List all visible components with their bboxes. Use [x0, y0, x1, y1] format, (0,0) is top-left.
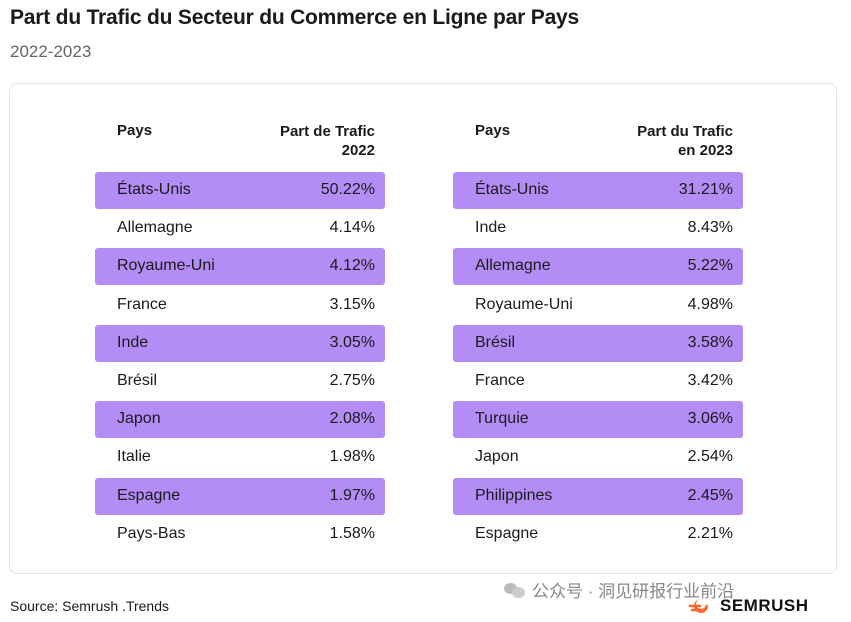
row-country: Allemagne: [475, 257, 551, 275]
row-country: Turquie: [475, 410, 529, 428]
table-row: Inde 3.05%: [95, 324, 385, 362]
row-share: 1.98%: [329, 448, 375, 466]
table-2023: Pays Part du Trafic en 2023 États-Unis 31…: [453, 120, 743, 554]
row-country: Inde: [475, 219, 507, 237]
table-row: Turquie 3.06%: [453, 401, 743, 439]
row-share: 2.45%: [687, 486, 733, 504]
row-country: Allemagne: [117, 219, 193, 237]
row-share: 5.22%: [687, 257, 733, 275]
table-row: États-Unis 50.22%: [95, 172, 385, 209]
wechat-label: 公众号 · 洞见研报行业前沿: [532, 582, 735, 601]
table-row: Pays-Bas 1.58%: [95, 516, 385, 553]
table-row: Royaume-Uni 4.98%: [453, 287, 743, 324]
wechat-icon: [504, 581, 526, 599]
row-share: 1.97%: [329, 486, 375, 504]
row-country: Inde: [117, 333, 149, 351]
semrush-flame-icon: [688, 599, 708, 613]
row-share: 4.12%: [329, 257, 375, 275]
row-share: 3.42%: [687, 371, 733, 389]
row-country: Brésil: [117, 371, 158, 389]
table-row: Japon 2.54%: [453, 439, 743, 476]
row-country: Espagne: [117, 486, 181, 504]
tables-card: Pays Part de Trafic 2022 États-Unis 50.22…: [9, 83, 837, 574]
row-country: Royaume-Uni: [475, 295, 573, 313]
semrush-wordmark: SEMRUSH: [720, 596, 809, 615]
row-country: États-Unis: [117, 181, 191, 198]
row-share: 2.08%: [329, 410, 375, 428]
header-share: Part de Trafic 2022: [279, 123, 375, 159]
table-row: Brésil 3.58%: [453, 324, 743, 362]
header-country: Pays: [475, 122, 511, 139]
table-row: Japon 2.08%: [95, 401, 385, 439]
table-row: Espagne 2.21%: [453, 516, 743, 553]
table-row: Espagne 1.97%: [95, 477, 385, 515]
row-share: 31.21%: [678, 181, 733, 198]
row-country: Espagne: [475, 524, 539, 542]
row-share: 4.98%: [687, 295, 733, 313]
row-share: 2.54%: [687, 448, 733, 466]
row-country: États-Unis: [475, 181, 549, 198]
row-country: Pays-Bas: [117, 524, 186, 542]
table-2022: Pays Part de Trafic 2022 États-Unis 50.22…: [95, 120, 385, 554]
source-note: Source: Semrush .Trends: [10, 598, 169, 614]
table-row: Inde 8.43%: [453, 210, 743, 247]
row-share: 2.75%: [329, 371, 375, 389]
table-row: France 3.42%: [453, 363, 743, 400]
table-row: États-Unis 31.21%: [453, 172, 743, 209]
row-country: Philippines: [475, 486, 553, 504]
page-subtitle: 2022-2023: [10, 42, 92, 61]
row-country: Brésil: [475, 333, 516, 351]
table-header: Pays Part du Trafic en 2023: [453, 120, 743, 172]
row-share: 1.58%: [329, 524, 375, 542]
header-country: Pays: [117, 122, 153, 139]
table-row: Italie 1.98%: [95, 439, 385, 476]
row-share: 3.06%: [687, 410, 733, 428]
row-country: France: [475, 371, 525, 389]
row-country: Italie: [117, 448, 151, 466]
page-title: Part du Trafic du Secteur du Commerce en…: [10, 6, 580, 29]
row-share: 2.21%: [687, 524, 733, 542]
table-row: Brésil 2.75%: [95, 363, 385, 400]
table-row: France 3.15%: [95, 287, 385, 324]
row-share: 3.15%: [329, 295, 375, 313]
wechat-watermark: 公众号 · 洞见研报行业前沿: [504, 577, 734, 602]
table-row: Allemagne 5.22%: [453, 248, 743, 286]
row-country: Japon: [475, 448, 519, 466]
row-share: 3.58%: [687, 333, 733, 351]
table-header: Pays Part de Trafic 2022: [95, 120, 385, 172]
semrush-logo: SEMRUSH: [688, 596, 809, 616]
table-row: Allemagne 4.14%: [95, 210, 385, 247]
table-row: Royaume-Uni 4.12%: [95, 248, 385, 286]
row-share: 4.14%: [329, 219, 375, 237]
row-country: France: [117, 295, 167, 313]
table-row: Philippines 2.45%: [453, 477, 743, 515]
row-country: Japon: [117, 410, 161, 428]
row-share: 50.22%: [320, 181, 375, 198]
row-share: 3.05%: [329, 333, 375, 351]
header-share: Part du Trafic en 2023: [637, 123, 733, 159]
row-share: 8.43%: [687, 219, 733, 237]
row-country: Royaume-Uni: [117, 257, 215, 275]
